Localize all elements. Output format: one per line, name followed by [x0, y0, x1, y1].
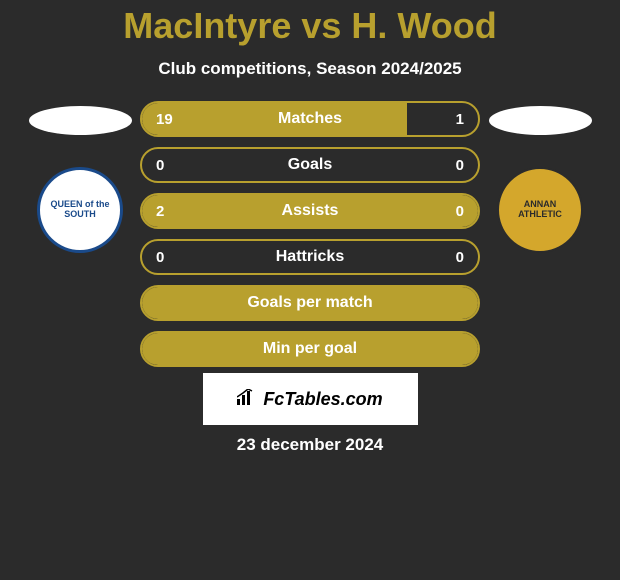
stat-label: Assists	[142, 202, 478, 220]
left-column: QUEEN of the SOUTH	[20, 101, 140, 253]
main-row: QUEEN of the SOUTH 19Matches10Goals02Ass…	[0, 101, 620, 367]
stat-right-value: 0	[456, 157, 464, 174]
left-club-badge: QUEEN of the SOUTH	[37, 167, 123, 253]
stat-label: Min per goal	[142, 340, 478, 358]
stat-bar: 19Matches1	[140, 101, 480, 137]
date-text: 23 december 2024	[0, 435, 620, 455]
stat-label: Hattricks	[142, 248, 478, 266]
right-player-avatar	[489, 106, 592, 135]
subtitle: Club competitions, Season 2024/2025	[0, 59, 620, 79]
stat-right-value: 1	[456, 111, 464, 128]
stat-bar: 0Goals0	[140, 147, 480, 183]
left-player-avatar	[29, 106, 132, 135]
stat-right-value: 0	[456, 203, 464, 220]
stat-bar: 2Assists0	[140, 193, 480, 229]
stat-bar: 0Hattricks0	[140, 239, 480, 275]
chart-icon	[237, 389, 257, 410]
brand-box[interactable]: FcTables.com	[203, 373, 418, 425]
stat-label: Goals per match	[142, 294, 478, 312]
comparison-card: MacIntyre vs H. Wood Club competitions, …	[0, 0, 620, 455]
right-column: ANNAN ATHLETIC	[480, 101, 600, 253]
brand-text: FcTables.com	[263, 389, 382, 410]
stat-right-value: 0	[456, 249, 464, 266]
left-club-name: QUEEN of the SOUTH	[45, 200, 115, 220]
stat-bar: Min per goal	[140, 331, 480, 367]
page-title: MacIntyre vs H. Wood	[0, 5, 620, 47]
right-club-badge: ANNAN ATHLETIC	[497, 167, 583, 253]
stat-label: Matches	[142, 110, 478, 128]
stats-column: 19Matches10Goals02Assists00Hattricks0Goa…	[140, 101, 480, 367]
right-club-name: ANNAN ATHLETIC	[504, 200, 576, 220]
stat-label: Goals	[142, 156, 478, 174]
stat-bar: Goals per match	[140, 285, 480, 321]
